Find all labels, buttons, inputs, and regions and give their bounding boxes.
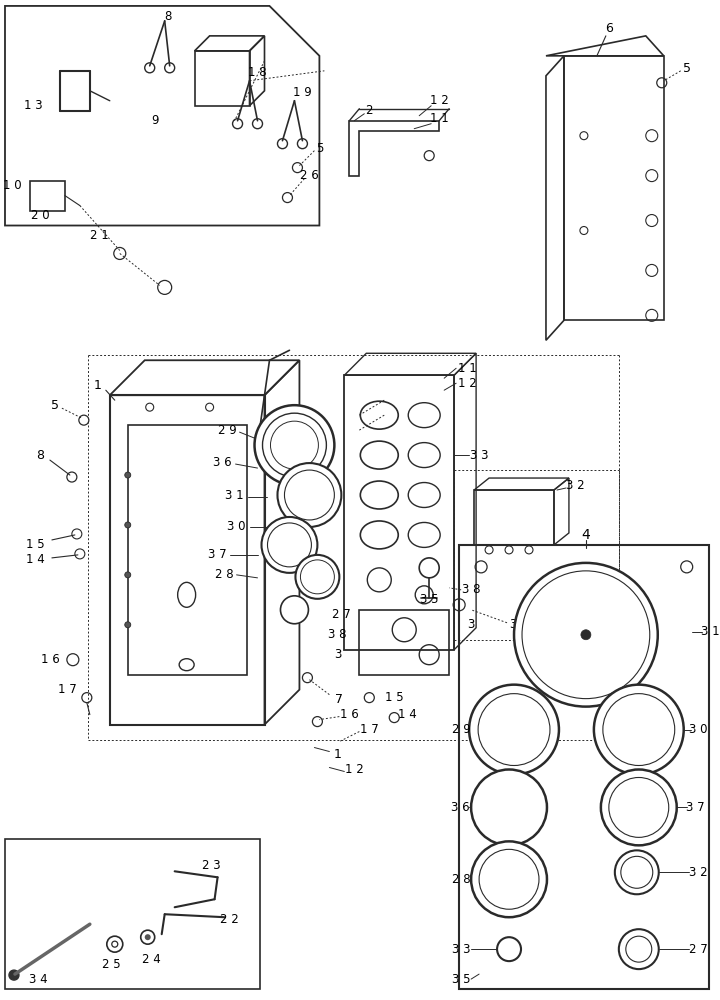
Text: 1 4: 1 4	[25, 553, 45, 566]
Text: 1 8: 1 8	[248, 66, 267, 79]
Circle shape	[145, 934, 150, 940]
Text: 2 0: 2 0	[31, 209, 49, 222]
Text: 1 1: 1 1	[458, 362, 477, 375]
Text: 2 9: 2 9	[451, 723, 470, 736]
Text: 1 7: 1 7	[58, 683, 77, 696]
Text: 1 2: 1 2	[345, 763, 364, 776]
Circle shape	[514, 563, 658, 707]
Circle shape	[295, 555, 339, 599]
Text: 3 5: 3 5	[420, 593, 438, 606]
Text: 8: 8	[36, 449, 44, 462]
Text: 6: 6	[605, 22, 613, 35]
Text: 2 1: 2 1	[91, 229, 109, 242]
Circle shape	[497, 937, 521, 961]
Text: 3 6: 3 6	[451, 801, 469, 814]
Circle shape	[615, 850, 659, 894]
Text: 1 3: 1 3	[24, 99, 42, 112]
Text: 2 8: 2 8	[452, 873, 470, 886]
Circle shape	[601, 769, 677, 845]
Text: 1 0: 1 0	[3, 179, 22, 192]
Text: 2: 2	[366, 104, 373, 117]
Circle shape	[255, 405, 334, 485]
Text: 2 9: 2 9	[218, 424, 237, 437]
Wedge shape	[514, 730, 532, 765]
Text: 9: 9	[151, 114, 158, 127]
Text: 5: 5	[683, 62, 690, 75]
Text: 4: 4	[582, 528, 590, 542]
Text: 1 5: 1 5	[385, 691, 404, 704]
Text: 3 7: 3 7	[686, 801, 705, 814]
Circle shape	[504, 944, 514, 954]
Text: 7: 7	[336, 693, 343, 706]
Circle shape	[281, 596, 308, 624]
Text: 2 7: 2 7	[332, 608, 351, 621]
Wedge shape	[616, 730, 639, 763]
Circle shape	[471, 841, 547, 917]
Circle shape	[277, 463, 341, 527]
Circle shape	[125, 622, 131, 628]
Text: 1: 1	[333, 748, 341, 761]
Wedge shape	[631, 807, 642, 837]
Text: 1 2: 1 2	[458, 377, 477, 390]
Text: 3 9: 3 9	[510, 618, 528, 631]
Text: 1 5: 1 5	[26, 538, 44, 551]
Circle shape	[618, 929, 659, 969]
Text: 3 1: 3 1	[701, 625, 720, 638]
Text: 3 3: 3 3	[470, 449, 488, 462]
Text: 3 8: 3 8	[328, 628, 346, 641]
Text: 1: 1	[94, 379, 102, 392]
Text: 2 4: 2 4	[143, 953, 161, 966]
Circle shape	[125, 472, 131, 478]
Circle shape	[125, 572, 131, 578]
Text: 1 7: 1 7	[360, 723, 379, 736]
Text: 2 3: 2 3	[202, 859, 221, 872]
Circle shape	[581, 630, 591, 640]
Text: 2 5: 2 5	[102, 958, 121, 971]
Text: 5: 5	[315, 142, 323, 155]
Circle shape	[594, 685, 684, 774]
Text: 2 7: 2 7	[689, 943, 708, 956]
Text: 3 2: 3 2	[689, 866, 708, 879]
Text: 1 9: 1 9	[293, 86, 312, 99]
Text: 3 6: 3 6	[213, 456, 232, 469]
Text: 3 8: 3 8	[462, 583, 480, 596]
Text: 3: 3	[467, 618, 474, 631]
Text: 3 2: 3 2	[566, 479, 584, 492]
Text: 2 8: 2 8	[215, 568, 234, 581]
Text: 1 2: 1 2	[430, 94, 449, 107]
Text: 1 6: 1 6	[40, 653, 59, 666]
Circle shape	[469, 685, 559, 774]
Text: 2 2: 2 2	[220, 913, 239, 926]
Circle shape	[9, 970, 19, 980]
Text: 3 5: 3 5	[452, 973, 470, 986]
Text: 3 7: 3 7	[208, 548, 227, 561]
Text: 2 6: 2 6	[300, 169, 319, 182]
Circle shape	[471, 769, 547, 845]
Text: 3 0: 3 0	[690, 723, 708, 736]
Text: 8: 8	[164, 10, 171, 23]
Text: 5: 5	[51, 399, 59, 412]
Text: 3 3: 3 3	[452, 943, 470, 956]
Text: 1 6: 1 6	[340, 708, 359, 721]
Text: 3 4: 3 4	[29, 973, 48, 986]
Text: 1 4: 1 4	[398, 708, 417, 721]
Text: 3 0: 3 0	[228, 520, 246, 533]
Circle shape	[261, 517, 318, 573]
Circle shape	[125, 522, 131, 528]
Text: 3: 3	[333, 648, 341, 661]
Text: 3 1: 3 1	[225, 489, 244, 502]
Text: 1 1: 1 1	[430, 112, 449, 125]
